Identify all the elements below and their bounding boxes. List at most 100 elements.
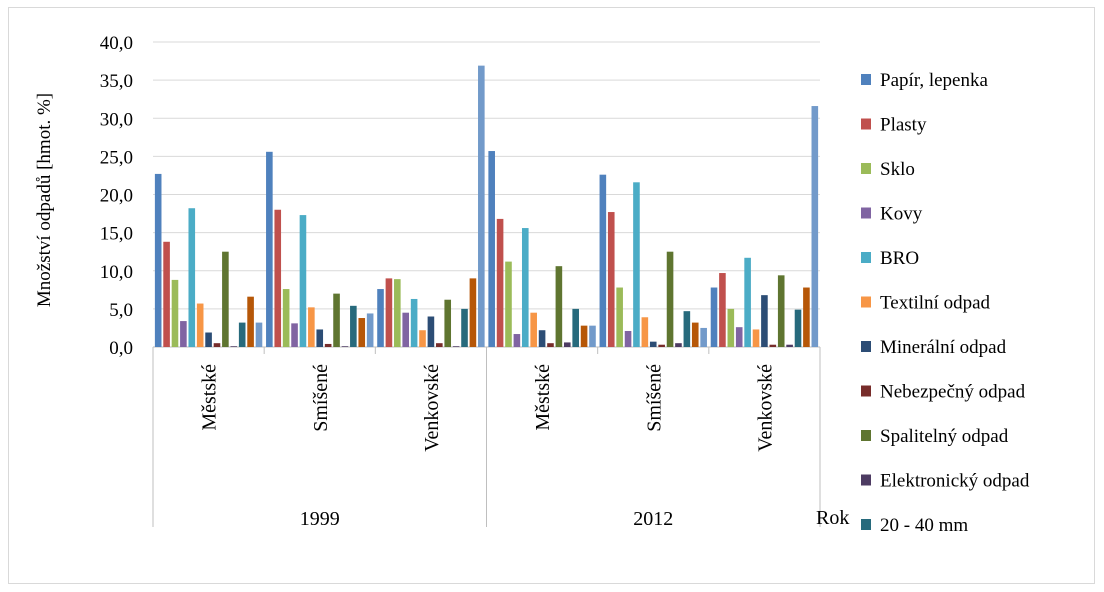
bar (394, 279, 401, 347)
bar (752, 329, 760, 347)
bar (377, 289, 384, 347)
bar (324, 343, 332, 347)
bar (154, 173, 162, 347)
bar (163, 241, 170, 347)
bar (727, 308, 735, 347)
bar (786, 344, 793, 347)
bar (555, 266, 563, 347)
bar (205, 332, 212, 347)
bar (811, 106, 819, 347)
bar (521, 228, 529, 347)
bar (230, 346, 238, 347)
bar (513, 334, 521, 347)
bar (385, 278, 393, 347)
bar (744, 257, 751, 347)
bar (316, 329, 324, 347)
bar (274, 209, 282, 347)
bar (530, 312, 537, 347)
legend-label: Nebezpečný odpad (880, 382, 1026, 403)
legend-label: Papír, lepenka (880, 70, 988, 91)
bar (538, 330, 546, 347)
bar (238, 322, 246, 347)
bar (461, 308, 468, 347)
x-tick-label: Městské (199, 364, 221, 431)
bar (366, 313, 374, 347)
bar (683, 311, 691, 347)
bar (547, 343, 554, 347)
bar (247, 296, 254, 347)
legend-label: Elektronický odpad (880, 471, 1030, 492)
y-tick-label: 0,0 (109, 338, 133, 359)
legend-swatch (861, 474, 871, 486)
bars (154, 65, 819, 347)
x-tick-label: Venkovské (754, 364, 776, 452)
bar (719, 273, 726, 347)
x-axis: Městské Smíšené Venkovské Městské Smíšené Ven… (152, 347, 821, 530)
x-axis-label: Rok (816, 507, 849, 529)
bar (410, 298, 418, 347)
bar (436, 343, 443, 347)
x-tick-label: Městské (532, 364, 554, 431)
y-tick-label: 35,0 (100, 71, 133, 92)
y-axis-label: Množství odpadů [hmot. %] (34, 93, 55, 307)
bar (478, 65, 485, 347)
bar (308, 307, 315, 347)
legend-label: Textilní odpad (880, 293, 991, 314)
bar (419, 330, 426, 347)
bar (171, 279, 179, 347)
legend-swatch (861, 430, 871, 441)
bar (633, 182, 640, 347)
bar (358, 318, 366, 347)
bar (563, 342, 571, 347)
bar (649, 341, 657, 347)
legend-label: 20 - 40 mm (880, 515, 968, 536)
bar (291, 323, 298, 347)
bar (255, 322, 263, 347)
bar (402, 312, 410, 347)
y-tick-label: 15,0 (100, 224, 133, 245)
legend: Papír, lepenka Plasty Sklo Kovy BRO Textilní … (861, 70, 1030, 536)
legend-label: Kovy (880, 204, 923, 225)
bar (700, 327, 707, 347)
bar (735, 327, 743, 347)
y-tick-label: 20,0 (100, 186, 133, 207)
bar (469, 278, 477, 347)
y-tick-label: 40,0 (100, 33, 133, 54)
bar (572, 308, 579, 347)
legend-swatch (861, 296, 871, 308)
bar (341, 346, 349, 347)
y-tick-label: 10,0 (100, 262, 133, 283)
y-tick-labels: 0,0 5,0 10,0 15,0 20,0 25,0 30,0 35,0 40,0 (100, 33, 133, 359)
bar (794, 309, 802, 347)
bar (666, 251, 674, 347)
bar (213, 343, 221, 347)
bar (180, 321, 187, 347)
bar (188, 208, 196, 347)
x-tick-label: Smíšené (643, 364, 665, 432)
y-tick-label: 30,0 (100, 109, 133, 130)
bar (599, 174, 607, 347)
bar (580, 325, 588, 347)
bar (761, 295, 768, 347)
bar (769, 344, 777, 347)
legend-swatch (861, 163, 871, 174)
bar (589, 325, 596, 347)
bar (710, 287, 718, 347)
x-group-label: 2012 (633, 508, 673, 530)
bar (505, 261, 512, 347)
legend-label: Spalitelný odpad (880, 426, 1009, 447)
y-tick-label: 5,0 (109, 300, 133, 321)
bar (299, 215, 307, 347)
legend-label: Minerální odpad (880, 337, 1007, 358)
legend-swatch (861, 118, 871, 130)
legend-label: Sklo (880, 159, 915, 180)
legend-swatch (861, 74, 871, 85)
bar (641, 317, 649, 347)
bar (624, 330, 632, 347)
bar (350, 305, 357, 347)
x-tick-label: Smíšené (310, 364, 332, 432)
bar (803, 287, 810, 347)
bar (691, 322, 699, 347)
bar (427, 316, 435, 347)
